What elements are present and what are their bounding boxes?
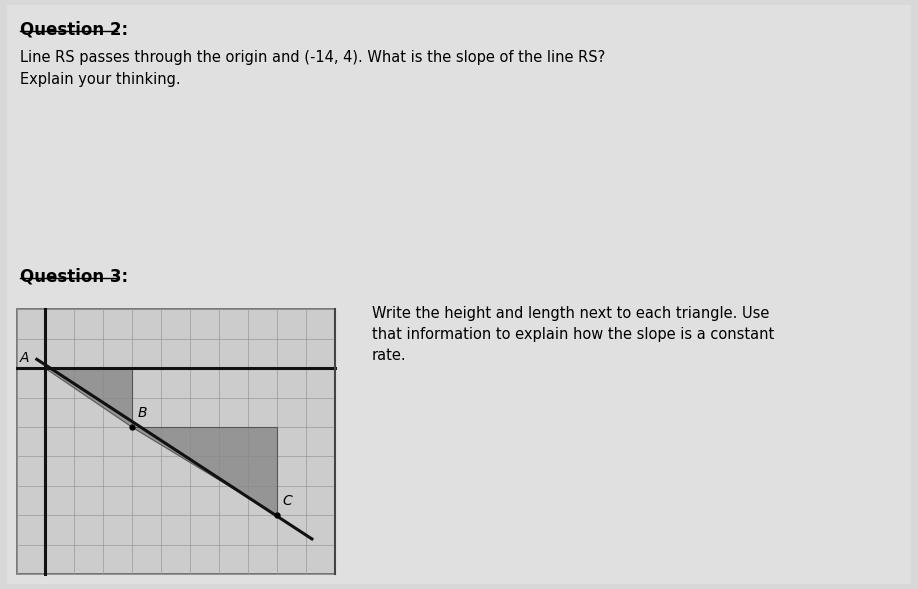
Text: A: A	[19, 350, 29, 365]
Text: C: C	[283, 494, 293, 508]
Bar	[17, 309, 335, 574]
Text: Explain your thinking.: Explain your thinking.	[20, 72, 181, 87]
Text: Line RS passes through the origin and (-14, 4). What is the slope of the line RS: Line RS passes through the origin and (-…	[20, 50, 606, 65]
Polygon shape	[132, 427, 277, 515]
Text: Question 3:: Question 3:	[20, 268, 129, 286]
Text: rate.: rate.	[372, 348, 407, 362]
Text: Question 2:: Question 2:	[20, 21, 129, 39]
Polygon shape	[46, 368, 132, 427]
Text: B: B	[138, 406, 148, 420]
Text: that information to explain how the slope is a constant: that information to explain how the slop…	[372, 327, 774, 342]
Text: Write the height and length next to each triangle. Use: Write the height and length next to each…	[372, 306, 769, 321]
